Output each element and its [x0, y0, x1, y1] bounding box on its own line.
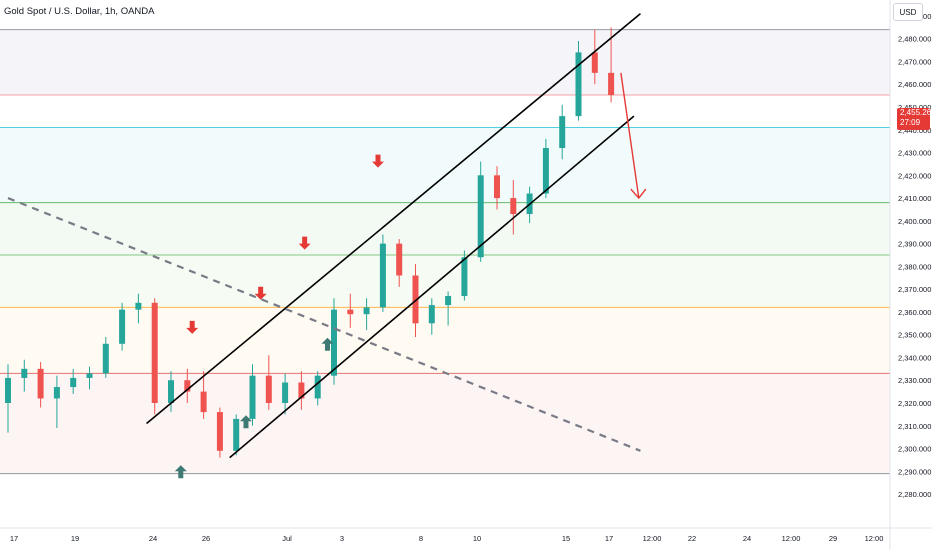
y-tick-label: 2,350.000: [898, 331, 931, 340]
candle-body: [119, 309, 126, 344]
candle-body: [265, 375, 272, 403]
x-tick-label: 12:00: [782, 534, 801, 543]
candle-body: [135, 302, 142, 310]
last-price-tag: 2,455.265 27:09: [897, 108, 932, 130]
y-tick-label: 2,330.000: [898, 376, 931, 385]
x-tick-label: 10: [473, 534, 481, 543]
candle-body: [542, 147, 549, 194]
zone-fill: [0, 307, 890, 374]
x-tick-label: 3: [340, 534, 344, 543]
y-tick-label: 2,480.000: [898, 35, 931, 44]
candle-body: [461, 257, 468, 296]
candle-body: [249, 375, 256, 419]
candle-body: [347, 309, 354, 315]
candle-body: [102, 343, 109, 374]
y-tick-label: 2,380.000: [898, 262, 931, 271]
candle-body: [608, 72, 615, 96]
last-price-value: 2,455.265: [900, 108, 932, 117]
y-tick-label: 2,320.000: [898, 399, 931, 408]
y-tick-label: 2,400.000: [898, 217, 931, 226]
candle-body: [477, 175, 484, 258]
down-arrow-marker: [186, 320, 199, 334]
y-tick-label: 2,370.000: [898, 285, 931, 294]
candle-body: [510, 198, 517, 215]
candle-body: [412, 275, 419, 324]
candle-body: [591, 52, 598, 73]
candle-body: [331, 309, 337, 376]
x-tick-label: 17: [10, 534, 18, 543]
currency-selector[interactable]: USD: [893, 3, 923, 21]
y-tick-label: 2,360.000: [898, 308, 931, 317]
candle-body: [396, 243, 403, 276]
candle-body: [21, 368, 28, 378]
y-tick-label: 2,430.000: [898, 149, 931, 158]
up-arrow-marker: [321, 337, 334, 351]
candle-body: [559, 116, 566, 148]
down-arrow-marker: [298, 236, 311, 250]
x-tick-label: 12:00: [643, 534, 662, 543]
zone-fill: [0, 29, 890, 96]
y-tick-label: 2,410.000: [898, 194, 931, 203]
symbol-title: Gold Spot / U.S. Dollar, 1h, OANDA: [4, 6, 155, 17]
y-tick-label: 2,340.000: [898, 353, 931, 362]
y-tick-label: 2,420.000: [898, 171, 931, 180]
y-tick-label: 2,390.000: [898, 240, 931, 249]
x-tick-label: 24: [743, 534, 751, 543]
candle-body: [151, 302, 158, 403]
x-tick-label: 29: [829, 534, 837, 543]
candle-body: [70, 377, 77, 388]
bar-countdown: 27:09: [900, 118, 921, 127]
candle-body: [428, 305, 435, 324]
zone-fill: [0, 127, 890, 203]
x-tick-label: 22: [688, 534, 696, 543]
y-tick-label: 2,280.000: [898, 490, 931, 499]
x-tick-label: 15: [562, 534, 570, 543]
x-tick-label: 19: [71, 534, 79, 543]
x-tick-label: Jul: [282, 534, 292, 543]
y-tick-label: 2,300.000: [898, 445, 931, 454]
candle-body: [298, 382, 305, 399]
candle-body: [233, 418, 240, 451]
y-tick-label: 2,440.000: [898, 126, 931, 135]
x-tick-label: 8: [419, 534, 423, 543]
up-arrow-marker: [239, 415, 252, 429]
zone-fill: [0, 373, 890, 474]
y-tick-label: 2,450.000: [898, 103, 931, 112]
candle-body: [575, 52, 582, 117]
candle-body: [282, 382, 289, 403]
y-tick-label: 2,290.000: [898, 467, 931, 476]
candle-body: [86, 373, 93, 378]
candle-body: [200, 391, 207, 413]
candle-body: [379, 243, 386, 308]
candle-body: [445, 295, 452, 306]
candle-body: [363, 307, 370, 315]
candle-body: [168, 380, 174, 403]
candle-body: [37, 368, 44, 399]
y-tick-label: 2,310.000: [898, 422, 931, 431]
x-tick-label: 12:00: [865, 534, 884, 543]
down-arrow-marker: [372, 154, 385, 168]
candle-body: [184, 380, 191, 392]
candle-body: [216, 412, 223, 451]
candle-body: [314, 375, 321, 399]
up-arrow-marker: [174, 465, 187, 479]
zone-fill: [0, 202, 890, 255]
channel-lower-line: [229, 115, 635, 459]
dashed-downtrend-line: [7, 197, 641, 452]
candle-body: [494, 175, 500, 199]
projection-arrowhead: [630, 188, 647, 200]
candle-body: [53, 387, 60, 399]
x-tick-label: 24: [149, 534, 157, 543]
down-arrow-marker: [254, 286, 267, 300]
projection-line: [620, 72, 640, 199]
x-tick-label: 17: [605, 534, 613, 543]
x-tick-label: 26: [202, 534, 210, 543]
channel-upper-line: [146, 13, 641, 425]
candle-body: [5, 377, 11, 403]
y-tick-label: 2,460.000: [898, 80, 931, 89]
y-tick-label: 2,470.000: [898, 57, 931, 66]
zone-fill: [0, 255, 890, 308]
